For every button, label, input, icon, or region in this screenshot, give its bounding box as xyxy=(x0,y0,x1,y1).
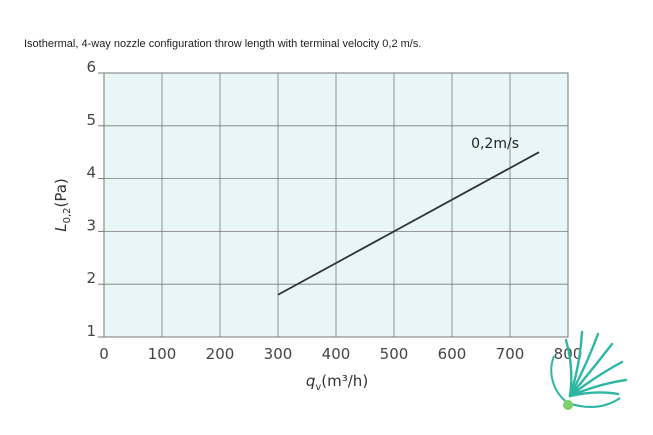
x-tick-label: 0 xyxy=(99,345,109,363)
y-tick-label: 4 xyxy=(86,164,96,182)
series-label: 0,2m/s xyxy=(471,136,519,152)
x-tick-label: 600 xyxy=(438,345,467,363)
y-tick-label: 3 xyxy=(86,216,96,234)
y-tick-label: 2 xyxy=(86,269,96,287)
y-tick-labels: 1 2 3 4 5 6 xyxy=(86,58,96,340)
x-tick-label: 100 xyxy=(148,345,177,363)
series-layer: 0,2m/s xyxy=(277,136,540,296)
x-tick-label: 700 xyxy=(496,345,525,363)
x-tick-label: 800 xyxy=(554,345,583,363)
x-tick-label: 300 xyxy=(264,345,293,363)
page-title: Isothermal, 4-way nozzle configuration t… xyxy=(24,38,422,50)
y-tick-label: 5 xyxy=(86,111,96,129)
fan-burst-icon xyxy=(550,330,628,410)
x-tick-label: 200 xyxy=(206,345,235,363)
y-axis-label: L0,2(Pa) xyxy=(52,178,73,232)
x-axis-label: qv(m³/h) xyxy=(306,372,368,393)
y-tick-label: 1 xyxy=(86,322,96,340)
x-tick-label: 400 xyxy=(322,345,351,363)
x-tick-label: 500 xyxy=(380,345,409,363)
x-tick-labels: 0 100 200 300 400 500 600 700 800 xyxy=(99,345,582,363)
y-tick-label: 6 xyxy=(86,58,96,76)
series-line xyxy=(277,151,540,296)
